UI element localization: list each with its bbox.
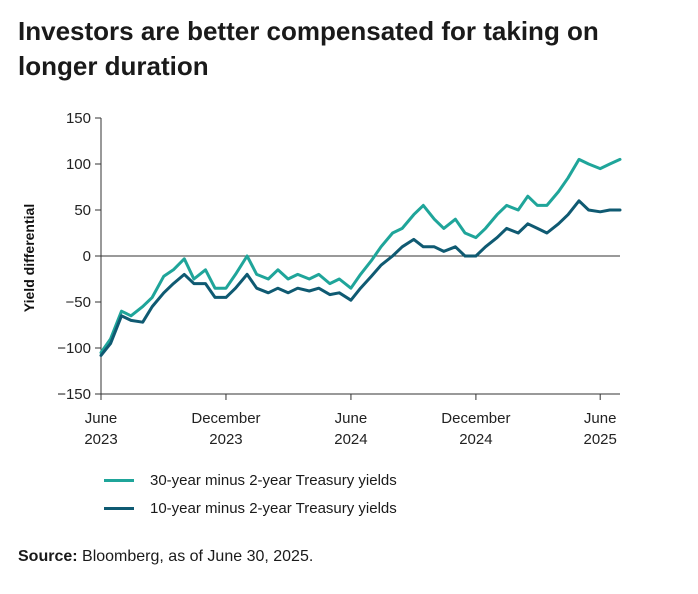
x-tick-label-year: 2024 (334, 431, 367, 448)
series-line-10y (99, 199, 622, 357)
x-tick-label-year: 2023 (209, 431, 242, 448)
y-axis-label: Yield differential (21, 204, 37, 312)
chart-title: Investors are better compensated for tak… (18, 16, 599, 81)
series-line-30y (99, 157, 622, 355)
source-label: Source: (18, 548, 78, 565)
legend-item-30y: 30-year minus 2-year Treasury yields (104, 466, 397, 494)
x-tick-label-year: 2025 (584, 431, 617, 448)
legend-swatch-10y (104, 506, 134, 510)
chart-series (99, 157, 622, 357)
legend-label-10y: 10-year minus 2-year Treasury yields (150, 499, 397, 517)
y-tick-label: −150 (57, 386, 91, 403)
legend-label-30y: 30-year minus 2-year Treasury yields (150, 471, 397, 489)
x-tick-label: June (584, 410, 617, 427)
x-tick-label: December (191, 410, 260, 427)
x-tick-label: June (335, 410, 368, 427)
y-tick-label: −100 (57, 340, 91, 357)
x-tick-label-year: 2023 (84, 431, 117, 448)
y-tick-label: 50 (74, 202, 91, 219)
x-tick-label: June (85, 410, 118, 427)
x-tick-label-year: 2024 (459, 431, 492, 448)
y-tick-label: 100 (66, 156, 91, 173)
source-note: Source: Bloomberg, as of June 30, 2025. (18, 548, 313, 566)
y-tick-label: 150 (66, 110, 91, 127)
chart-axes: −150 −100 −50 0 50 100 150 June 2023 December 2023… (57, 110, 620, 448)
legend-item-10y: 10-year minus 2-year Treasury yields (104, 494, 397, 522)
x-tick-label: December (441, 410, 510, 427)
legend-swatch-30y (104, 478, 134, 482)
y-tick-label: 0 (83, 248, 91, 265)
legend: 30-year minus 2-year Treasury yields 10-… (104, 466, 397, 522)
source-text: Bloomberg, as of June 30, 2025. (77, 548, 314, 565)
y-tick-label: −50 (66, 294, 91, 311)
